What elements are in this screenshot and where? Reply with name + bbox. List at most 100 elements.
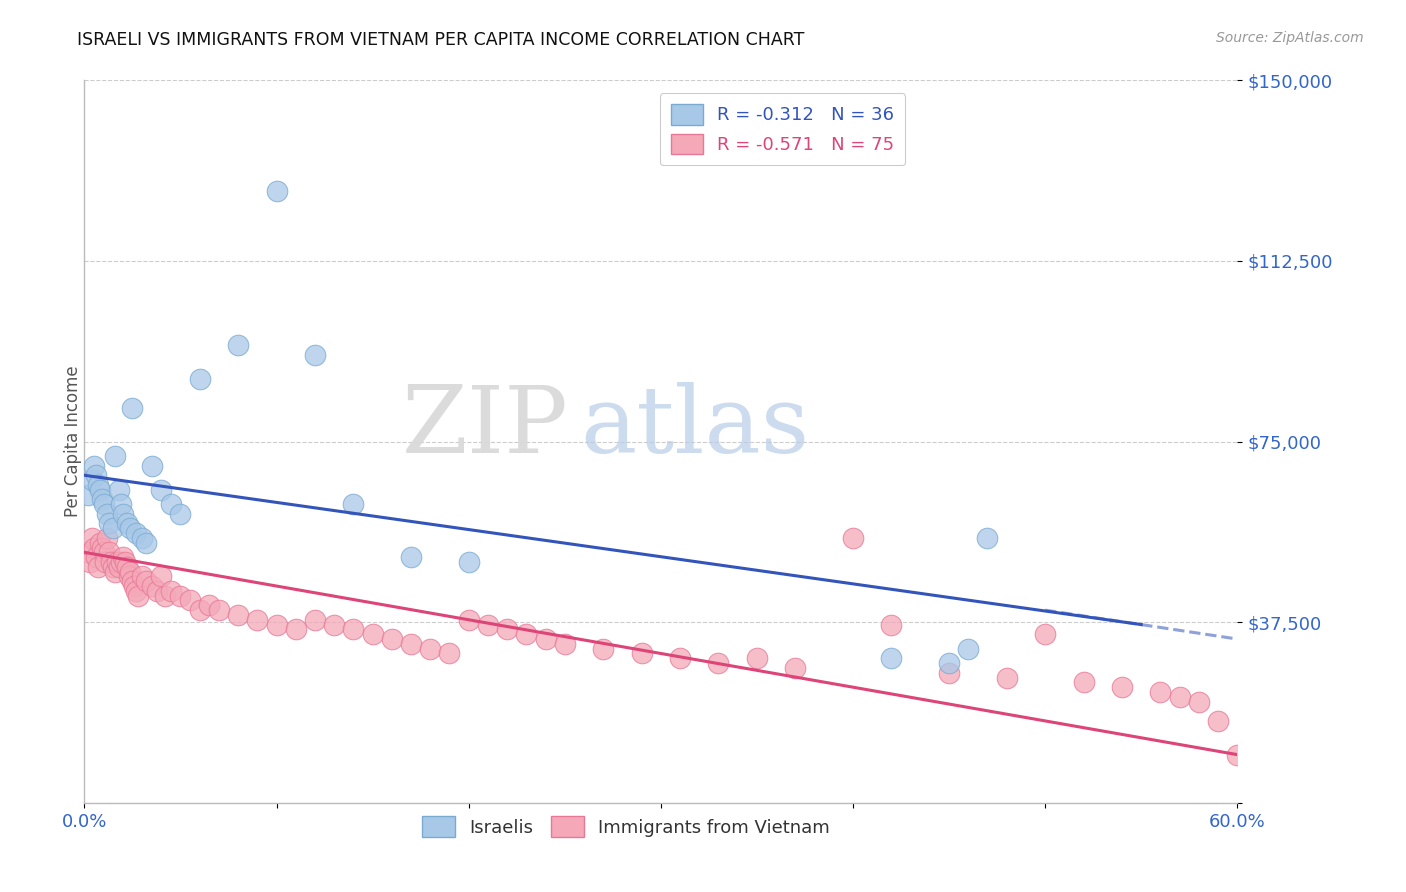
Point [1168, 690, 1191, 704]
Point [938, 656, 960, 670]
Point [342, 497, 364, 511]
Point [108, 559, 131, 574]
Point [125, 526, 148, 541]
Point [198, 599, 221, 613]
Point [226, 338, 249, 352]
Point [146, 583, 169, 598]
Point [669, 651, 692, 665]
Point [117, 569, 139, 583]
Point [114, 555, 136, 569]
Point [304, 348, 326, 362]
Point [1073, 675, 1095, 690]
Point [103, 521, 124, 535]
Point [304, 613, 326, 627]
Text: ISRAELI VS IMMIGRANTS FROM VIETNAM PER CAPITA INCOME CORRELATION CHART: ISRAELI VS IMMIGRANTS FROM VIETNAM PER C… [77, 31, 804, 49]
Point [745, 651, 768, 665]
Point [105, 555, 128, 569]
Point [96, 531, 118, 545]
Point [226, 607, 249, 622]
Point [83, 541, 105, 555]
Point [103, 559, 124, 574]
Point [93, 497, 115, 511]
Point [100, 555, 122, 569]
Point [1206, 714, 1229, 728]
Point [880, 617, 903, 632]
Point [208, 603, 231, 617]
Point [515, 627, 537, 641]
Point [457, 555, 479, 569]
Point [160, 583, 183, 598]
Point [111, 550, 134, 565]
Point [534, 632, 557, 646]
Point [120, 521, 142, 535]
Point [77, 487, 100, 501]
Point [115, 559, 138, 574]
Point [96, 507, 118, 521]
Point [121, 401, 143, 415]
Point [111, 507, 134, 521]
Point [169, 507, 191, 521]
Point [266, 617, 288, 632]
Point [93, 545, 115, 559]
Point [104, 565, 127, 579]
Point [439, 647, 461, 661]
Point [938, 665, 960, 680]
Point [707, 656, 730, 670]
Point [104, 449, 127, 463]
Point [592, 641, 614, 656]
Point [131, 569, 153, 583]
Point [785, 661, 807, 675]
Point [125, 583, 148, 598]
Point [1149, 685, 1171, 699]
Point [150, 569, 173, 583]
Point [83, 458, 105, 473]
Text: Source: ZipAtlas.com: Source: ZipAtlas.com [1216, 31, 1364, 45]
Point [842, 531, 865, 545]
Point [110, 555, 132, 569]
Point [90, 541, 112, 555]
Legend: Israelis, Immigrants from Vietnam: Israelis, Immigrants from Vietnam [415, 809, 838, 845]
Point [160, 497, 183, 511]
Point [153, 589, 176, 603]
Point [124, 579, 146, 593]
Point [135, 574, 157, 589]
Point [995, 671, 1018, 685]
Point [141, 458, 163, 473]
Point [496, 623, 519, 637]
Point [77, 545, 100, 559]
Point [419, 641, 441, 656]
Point [87, 559, 110, 574]
Point [79, 555, 101, 569]
Point [120, 565, 142, 579]
Point [150, 483, 173, 497]
Point [89, 483, 111, 497]
Text: ZIP: ZIP [402, 382, 568, 472]
Point [957, 641, 980, 656]
Point [110, 497, 132, 511]
Point [94, 555, 117, 569]
Point [98, 545, 121, 559]
Point [141, 579, 163, 593]
Point [135, 535, 157, 549]
Point [1033, 627, 1056, 641]
Point [323, 617, 346, 632]
Point [84, 550, 107, 565]
Point [169, 589, 191, 603]
Point [976, 531, 998, 545]
Point [121, 574, 143, 589]
Point [399, 637, 422, 651]
Point [630, 647, 652, 661]
Point [87, 478, 110, 492]
Point [381, 632, 404, 646]
Point [246, 613, 269, 627]
Point [188, 372, 211, 386]
Point [342, 623, 364, 637]
Point [84, 468, 107, 483]
Point [457, 613, 479, 627]
Point [1111, 680, 1133, 694]
Point [284, 623, 307, 637]
Point [108, 483, 131, 497]
Point [880, 651, 903, 665]
Point [361, 627, 384, 641]
Point [1188, 695, 1211, 709]
